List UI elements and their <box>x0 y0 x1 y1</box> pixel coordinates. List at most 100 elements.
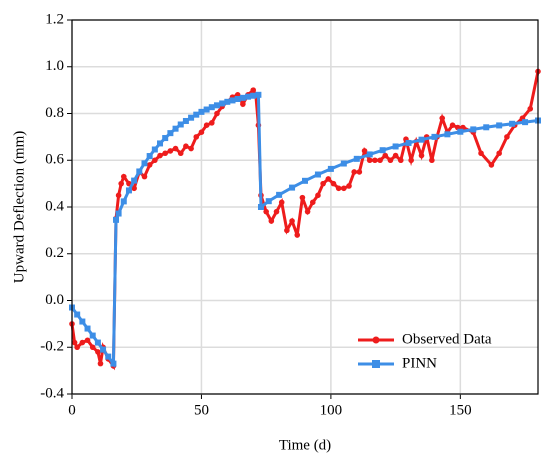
marker <box>219 100 226 107</box>
marker <box>162 135 169 142</box>
marker <box>418 136 425 143</box>
marker <box>496 150 502 157</box>
marker <box>405 139 412 146</box>
marker <box>320 180 326 187</box>
marker <box>151 146 158 153</box>
marker <box>314 171 321 178</box>
marker <box>245 93 252 100</box>
marker <box>183 143 189 150</box>
marker <box>213 102 220 109</box>
marker <box>276 191 283 198</box>
marker <box>289 218 295 224</box>
marker <box>167 130 174 137</box>
marker <box>157 140 164 147</box>
marker <box>527 106 534 112</box>
x-tick-label: 0 <box>68 402 76 418</box>
marker <box>177 150 184 157</box>
marker <box>141 160 148 167</box>
marker <box>152 157 158 164</box>
marker <box>239 94 246 101</box>
marker <box>299 194 306 201</box>
marker <box>346 183 352 189</box>
marker <box>131 185 137 192</box>
y-tick-label: 0.6 <box>45 152 64 168</box>
marker <box>366 157 373 164</box>
marker <box>162 150 168 157</box>
marker <box>209 120 215 126</box>
marker <box>341 185 347 192</box>
marker <box>353 155 360 162</box>
y-axis-label: Upward Deflection (mm) <box>11 131 27 283</box>
x-axis-label: Time (d) <box>279 437 331 453</box>
marker <box>387 157 394 164</box>
marker <box>203 122 210 128</box>
marker <box>208 104 215 111</box>
marker <box>115 192 122 199</box>
marker <box>131 177 138 184</box>
marker <box>157 152 163 159</box>
marker <box>95 349 101 355</box>
marker <box>167 148 174 154</box>
marker <box>379 147 386 154</box>
marker <box>94 339 101 346</box>
marker <box>457 128 464 135</box>
marker <box>193 111 200 118</box>
marker <box>302 177 308 184</box>
y-tick-label: 0.2 <box>45 245 64 261</box>
marker <box>182 117 189 124</box>
marker <box>429 157 435 164</box>
marker <box>234 96 241 103</box>
marker <box>240 101 246 107</box>
marker <box>444 131 451 138</box>
x-tick-label: 50 <box>194 402 209 418</box>
marker <box>198 108 205 115</box>
plot-frame <box>71 19 539 395</box>
marker <box>250 92 257 99</box>
marker <box>335 185 342 192</box>
marker <box>431 133 438 140</box>
marker <box>100 346 107 353</box>
marker <box>504 134 510 140</box>
marker <box>327 165 334 172</box>
marker <box>483 124 490 131</box>
marker <box>177 121 184 128</box>
marker <box>284 227 290 234</box>
marker <box>74 311 81 318</box>
marker <box>418 152 425 159</box>
marker <box>84 337 91 344</box>
marker <box>188 114 195 121</box>
marker <box>488 162 495 168</box>
legend-label: PINN <box>402 355 437 371</box>
marker <box>224 98 231 105</box>
marker <box>382 152 389 159</box>
marker <box>97 360 104 367</box>
marker <box>203 106 210 113</box>
marker <box>351 169 357 175</box>
y-tick-label: 0.0 <box>45 292 64 308</box>
marker <box>325 176 332 182</box>
marker <box>478 150 484 157</box>
marker <box>268 218 275 224</box>
marker <box>214 110 220 117</box>
marker <box>110 360 117 367</box>
marker <box>229 97 236 104</box>
marker <box>397 157 404 164</box>
marker <box>89 344 96 351</box>
marker <box>120 198 127 205</box>
marker <box>522 119 529 126</box>
marker <box>356 169 363 175</box>
marker <box>340 160 347 167</box>
legend-marker <box>372 360 380 368</box>
marker <box>330 180 337 187</box>
marker <box>309 199 316 206</box>
y-tick-label: -0.2 <box>40 339 64 355</box>
marker <box>74 344 80 351</box>
marker <box>115 210 122 217</box>
marker <box>315 192 321 199</box>
marker <box>172 145 179 152</box>
marker <box>449 122 456 128</box>
marker <box>496 122 503 129</box>
marker <box>392 152 399 159</box>
marker <box>289 184 296 191</box>
